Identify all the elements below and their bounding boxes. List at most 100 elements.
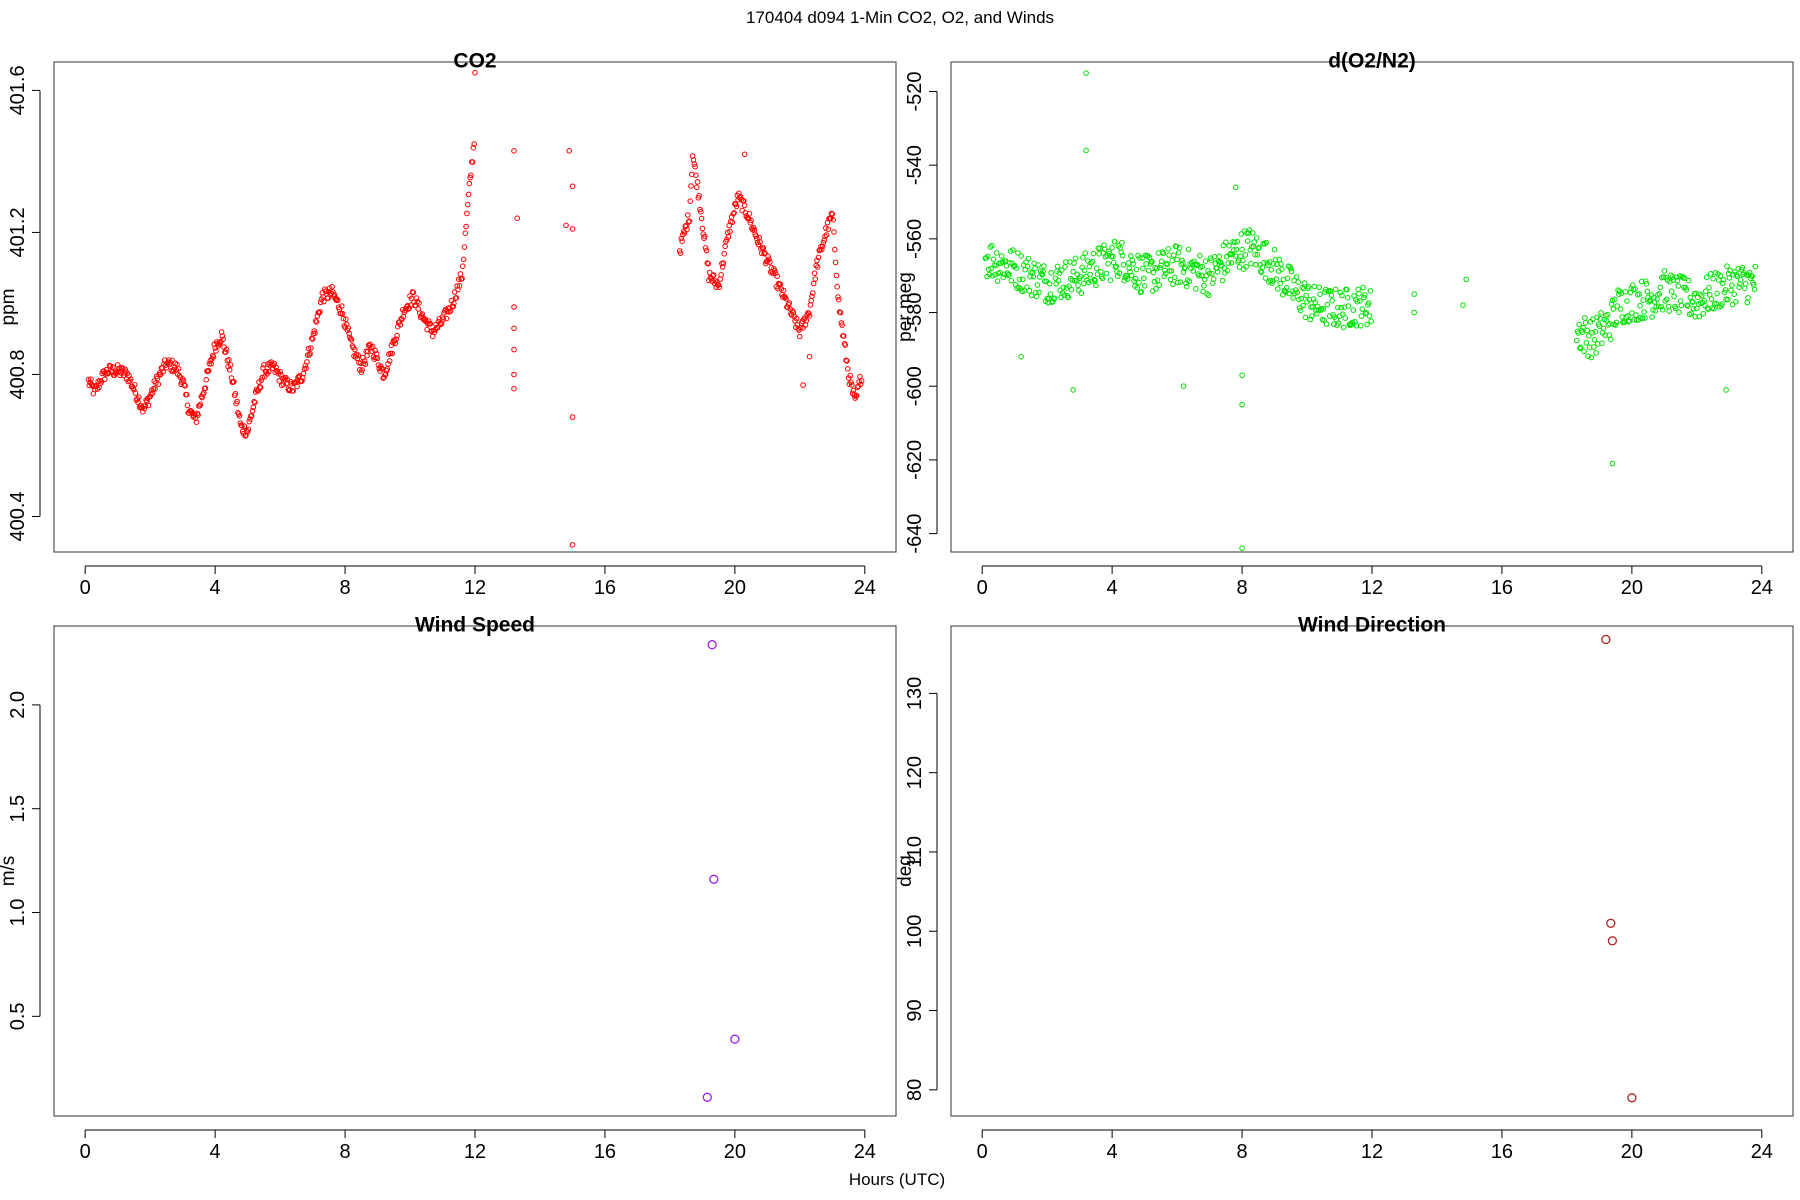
data-point-o2n2	[1145, 253, 1151, 259]
data-point-co2	[761, 250, 767, 257]
data-point-co2	[719, 264, 726, 270]
data-point-co2	[775, 285, 781, 292]
data-point-co2	[793, 315, 800, 322]
data-point-o2n2	[1338, 304, 1344, 311]
data-point-o2n2	[1278, 261, 1284, 267]
data-point-o2n2	[1253, 235, 1260, 241]
data-point-co2	[842, 342, 849, 348]
data-point-o2n2	[1666, 308, 1672, 314]
data-point-o2n2	[1684, 302, 1690, 309]
data-point-co2	[347, 336, 354, 342]
data-point-o2n2	[1035, 262, 1041, 268]
data-point-o2n2	[1093, 282, 1099, 289]
data-point-o2n2	[1136, 255, 1143, 261]
data-point-o2n2	[1700, 310, 1707, 317]
data-point-o2n2	[1243, 263, 1249, 270]
data-point-o2n2	[1644, 288, 1651, 295]
y-tick-label: 1.5	[7, 795, 29, 823]
data-point-o2n2	[1283, 285, 1290, 291]
data-point-o2n2	[1665, 303, 1672, 310]
data-point-o2n2	[1720, 280, 1726, 287]
data-point-co2	[369, 343, 376, 350]
data-point-co2	[699, 225, 706, 232]
data-point-o2n2	[1019, 288, 1025, 295]
data-point-o2n2	[1751, 286, 1758, 293]
y-tick-label: 401.2	[7, 207, 29, 257]
data-point-o2n2	[1262, 275, 1269, 281]
data-point-o2n2	[1582, 315, 1588, 321]
data-point-o2n2	[1612, 322, 1619, 328]
data-point-co2	[199, 394, 205, 401]
data-point-o2n2	[1274, 261, 1280, 268]
data-point-co2	[203, 376, 209, 383]
data-point-o2n2	[1174, 256, 1180, 263]
data-point-co2	[249, 408, 256, 414]
data-point-o2n2	[1234, 238, 1240, 245]
data-point-o2n2	[1362, 310, 1369, 317]
data-point-o2n2	[1361, 294, 1367, 301]
data-point-o2n2	[1200, 288, 1206, 295]
data-point-o2n2	[1218, 259, 1224, 266]
data-point-co2	[197, 401, 204, 408]
data-point-co2	[839, 322, 845, 328]
data-point-o2n2	[1329, 297, 1335, 304]
data-point-o2n2	[1097, 245, 1103, 251]
data-point-o2n2	[1707, 271, 1714, 277]
data-point-o2n2	[1101, 242, 1107, 248]
data-point-co2	[722, 243, 728, 250]
data-point-o2n2	[1590, 344, 1597, 350]
data-point-o2n2	[1292, 290, 1298, 297]
data-point-co2	[681, 230, 688, 236]
data-point-o2n2	[1311, 283, 1318, 290]
data-point-co2	[317, 309, 323, 315]
data-point-co2	[410, 289, 417, 296]
data-point-o2n2	[1294, 289, 1301, 296]
data-point-o2n2	[1253, 261, 1259, 268]
data-point-co2	[772, 270, 779, 277]
data-point-co2	[219, 333, 226, 339]
data-point-o2n2	[1171, 252, 1177, 258]
data-point-o2n2	[990, 256, 997, 263]
data-point-co2	[830, 217, 836, 223]
data-point-o2n2	[1710, 275, 1716, 282]
data-point-co2	[696, 192, 702, 199]
data-point-co2	[304, 359, 310, 365]
data-point-o2n2	[1340, 324, 1347, 331]
data-point-o2n2	[1342, 315, 1348, 321]
data-point-o2n2	[1196, 273, 1202, 279]
data-point-o2n2	[1276, 256, 1283, 263]
data-point-o2n2	[1046, 280, 1053, 287]
data-point-co2	[472, 69, 478, 76]
data-point-co2	[134, 396, 140, 402]
data-point-co2	[829, 211, 836, 217]
data-point-co2	[323, 288, 330, 294]
data-point-co2	[837, 309, 844, 316]
data-point-co2	[117, 372, 123, 379]
data-point-co2	[136, 394, 142, 401]
data-point-o2n2	[1033, 293, 1040, 300]
data-point-o2n2	[1239, 372, 1245, 379]
data-point-o2n2	[1736, 284, 1742, 291]
data-point-o2n2	[1676, 309, 1682, 316]
data-point-co2	[733, 203, 740, 210]
data-point-o2n2	[1179, 257, 1185, 264]
data-point-co2	[687, 198, 694, 204]
data-point-o2n2	[1070, 387, 1076, 393]
data-point-o2n2	[1068, 286, 1075, 293]
data-point-o2n2	[1367, 288, 1374, 294]
data-point-co2	[721, 251, 728, 257]
plot-title-o2n2: d(O2/N2)	[1328, 50, 1416, 73]
data-point-o2n2	[1608, 301, 1615, 307]
data-point-co2	[464, 201, 471, 208]
data-point-o2n2	[1173, 243, 1180, 250]
data-point-co2	[703, 247, 710, 254]
data-point-o2n2	[1047, 291, 1054, 297]
data-point-co2	[450, 303, 456, 310]
data-point-o2n2	[1029, 270, 1036, 276]
data-point-o2n2	[1728, 287, 1734, 294]
data-point-o2n2	[1368, 318, 1374, 325]
x-tick-label: 16	[1491, 1141, 1513, 1163]
y-tick-label: -640	[904, 514, 926, 554]
data-point-o2n2	[1167, 276, 1174, 283]
data-point-co2	[314, 313, 321, 319]
